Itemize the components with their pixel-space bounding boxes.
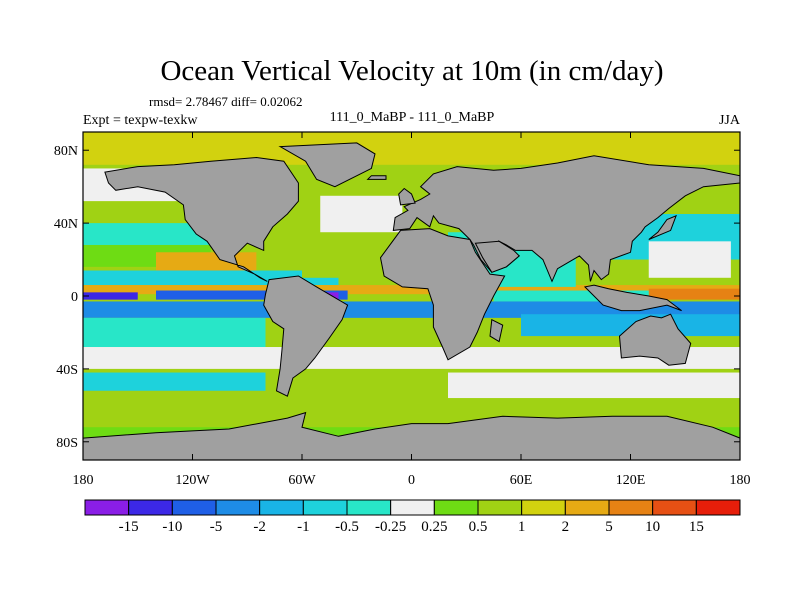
colorbar-swatch	[521, 499, 566, 516]
colorbar-label: 5	[605, 519, 613, 535]
field-band	[83, 372, 266, 391]
colorbar-swatch	[652, 499, 697, 516]
season-label: JJA	[719, 113, 741, 128]
colorbar-label: 10	[645, 519, 660, 535]
field-band	[83, 292, 138, 300]
colorbar-swatch	[695, 499, 741, 516]
x-tick-label: 180	[730, 473, 751, 488]
colorbar-label: -15	[119, 519, 139, 535]
land-africa	[379, 228, 506, 361]
land-australia	[618, 313, 692, 366]
field-band	[83, 301, 740, 318]
field-band	[320, 195, 403, 233]
colorbar-swatch	[302, 499, 348, 516]
colorbar-label: 1	[518, 519, 526, 535]
colorbar-swatch	[171, 499, 217, 516]
y-tick-label: 40N	[54, 217, 78, 232]
land-south-america	[263, 275, 349, 397]
land-madagascar	[489, 318, 504, 343]
stats-label: rmsd= 2.78467 diff= 0.02062	[149, 94, 302, 109]
colorbar-swatch	[84, 499, 130, 516]
x-tick-label: 60W	[288, 473, 316, 488]
colorbar-swatch	[477, 499, 523, 516]
colorbar-swatch	[433, 499, 479, 516]
x-tick-label: 0	[408, 473, 415, 488]
colorbar-swatch	[564, 499, 610, 516]
land-uk	[398, 187, 416, 206]
field-band	[648, 288, 740, 300]
land-arabia	[474, 240, 520, 273]
y-tick-label: 0	[71, 290, 78, 305]
colorbar-swatch	[215, 499, 261, 516]
field-band	[648, 241, 731, 278]
field-band	[83, 285, 740, 295]
x-tick-label: 120E	[616, 473, 646, 488]
land-iceland	[366, 175, 387, 180]
colorbar-swatch	[346, 499, 392, 516]
chart-title: Ocean Vertical Velocity at 10m (in cm/da…	[160, 55, 663, 87]
land-indonesia	[583, 284, 682, 312]
colorbar-swatch	[128, 499, 173, 516]
map-area	[83, 132, 740, 460]
colorbar-label: -2	[253, 519, 266, 535]
x-axis: 180 120W 60W 0 60E 120E 180	[73, 132, 751, 488]
x-tick-label: 120W	[175, 473, 210, 488]
x-tick-label: 180	[73, 473, 94, 488]
colorbar-label: 2	[562, 519, 570, 535]
y-tick-label: 80N	[54, 144, 78, 159]
field-band	[83, 347, 740, 369]
field-band	[493, 290, 649, 302]
land-japan	[648, 214, 677, 240]
colorbar-label: 0.5	[469, 519, 488, 535]
colorbar-swatch	[608, 499, 654, 516]
colorbar-label: 0.25	[421, 519, 447, 535]
colorbar-label: 15	[689, 519, 704, 535]
field-band	[83, 201, 211, 224]
x-tick-label: 60E	[510, 473, 533, 488]
colorbar: -15 -10 -5 -2 -1 -0.5 -0.25 0.25 0.5 1 2 5 10 15	[84, 499, 741, 535]
case-label: 111_0_MaBP - 111_0_MaBP	[330, 110, 495, 125]
colorbar-label: -10	[162, 519, 182, 535]
field-band	[521, 314, 740, 337]
colorbar-label: -5	[210, 519, 223, 535]
field-band	[302, 241, 375, 278]
field-band	[156, 290, 348, 300]
colorbar-label: -1	[297, 519, 310, 535]
y-tick-label: 40S	[56, 363, 78, 378]
land-masks	[83, 142, 740, 460]
y-tick-label: 80S	[56, 436, 78, 451]
y-axis: 80N 40N 0 40S 80S	[54, 144, 740, 451]
land-north-america	[104, 156, 299, 282]
land-antarctica	[83, 411, 740, 460]
field-band	[83, 317, 266, 348]
colorbar-swatch	[390, 499, 435, 516]
colorbar-label: -0.25	[375, 519, 406, 535]
field-band	[448, 372, 740, 399]
land-greenland	[278, 142, 376, 188]
experiment-label: Expt = texpw-texkw	[83, 113, 198, 128]
colorbar-label: -0.5	[335, 519, 359, 535]
colorbar-swatch	[259, 499, 304, 516]
